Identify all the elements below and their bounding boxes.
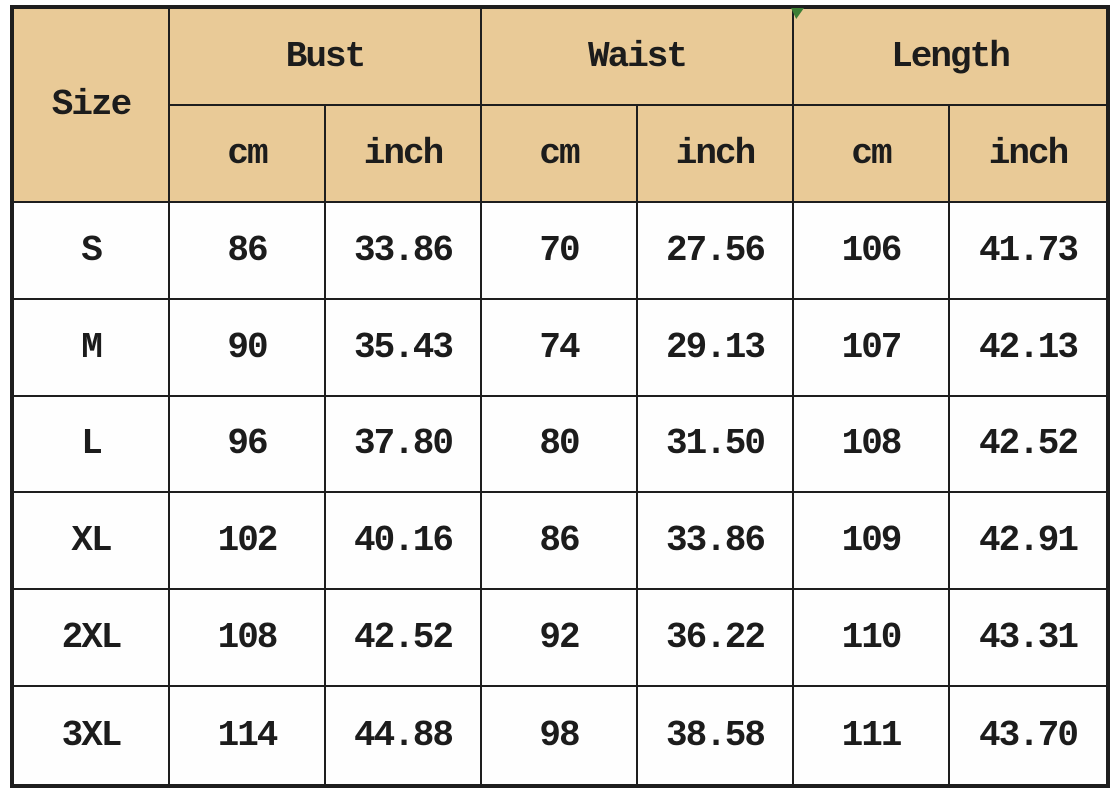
unit-cell-length-cm: cm	[794, 105, 950, 203]
header-cell-length: Length	[794, 9, 1106, 106]
unit-cell-bust-inch: inch	[326, 105, 482, 203]
data-cell: 86	[170, 202, 326, 300]
green-corner-marker	[791, 8, 804, 19]
data-cell: 35.43	[326, 299, 482, 397]
data-cell: 33.86	[638, 493, 794, 591]
header-cell-size: Size	[14, 9, 170, 203]
data-cell: 106	[794, 202, 950, 300]
data-cell: 31.50	[638, 396, 794, 494]
data-cell: 40.16	[326, 493, 482, 591]
unit-cell-bust-cm: cm	[170, 105, 326, 203]
row-label-cell: S	[14, 202, 170, 300]
data-cell: 98	[482, 687, 638, 784]
data-cell: 42.52	[950, 397, 1106, 494]
data-cell: 86	[482, 493, 638, 591]
row-label-cell: L	[14, 396, 170, 494]
data-cell: 108	[170, 590, 326, 688]
data-cell: 36.22	[638, 590, 794, 688]
row-label-cell: XL	[14, 493, 170, 591]
data-cell: 44.88	[326, 687, 482, 784]
data-cell: 70	[482, 202, 638, 300]
row-label-cell: 2XL	[14, 590, 170, 688]
data-cell: 107	[794, 299, 950, 397]
unit-cell-length-inch: inch	[950, 105, 1106, 203]
data-cell: 27.56	[638, 202, 794, 300]
data-cell: 41.73	[950, 203, 1106, 300]
data-cell: 96	[170, 396, 326, 494]
data-cell: 29.13	[638, 299, 794, 397]
data-cell: 33.86	[326, 202, 482, 300]
data-cell: 42.13	[950, 300, 1106, 397]
data-cell: 37.80	[326, 396, 482, 494]
unit-cell-waist-cm: cm	[482, 105, 638, 203]
row-label-cell: 3XL	[14, 687, 170, 784]
data-cell: 42.52	[326, 590, 482, 688]
data-cell: 43.70	[978, 715, 1079, 757]
unit-cell-waist-inch: inch	[638, 105, 794, 203]
header-cell-waist: Waist	[482, 9, 794, 106]
data-cell: 42.91	[950, 493, 1106, 591]
data-cell: 92	[482, 590, 638, 688]
data-cell: 74	[482, 299, 638, 397]
data-cell: 110	[794, 590, 950, 688]
size-table: Size Bust Waist Length cm inch cm inch c…	[10, 5, 1110, 788]
data-cell: 109	[794, 493, 950, 591]
data-cell: 90	[170, 299, 326, 397]
data-cell: 111	[794, 687, 950, 784]
row-label-cell: M	[14, 299, 170, 397]
data-cell: 38.58	[638, 687, 794, 784]
data-cell: 80	[482, 396, 638, 494]
data-cell: 102	[170, 493, 326, 591]
data-cell: 43.31	[950, 590, 1106, 688]
header-cell-bust: Bust	[170, 9, 482, 106]
data-cell: 108	[794, 396, 950, 494]
data-cell: 114	[170, 687, 326, 784]
